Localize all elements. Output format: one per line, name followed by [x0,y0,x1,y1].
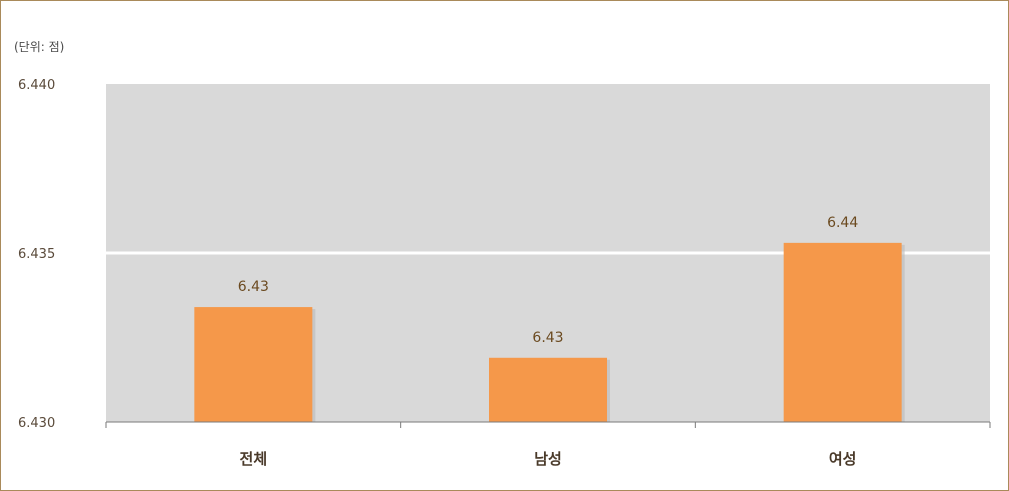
labels: 6.430 6.435 6.440 6.43 전체 6.43 남성 6.44 여성 [18,78,858,468]
y-tick-label: 6.440 [18,78,55,93]
data-label: 6.43 [238,279,269,295]
y-tick-label: 6.430 [18,416,55,431]
category-label: 여성 [829,450,857,468]
x-axis [105,421,991,428]
bar [489,357,607,422]
bars [194,242,905,422]
bar [783,242,902,422]
unit-label: (단위: 점) [14,40,65,54]
data-label: 6.43 [532,330,563,346]
bar [194,307,313,422]
data-label: 6.44 [827,215,858,231]
y-tick-label: 6.435 [18,247,55,262]
category-label: 전체 [240,450,268,468]
category-label: 남성 [534,450,562,468]
